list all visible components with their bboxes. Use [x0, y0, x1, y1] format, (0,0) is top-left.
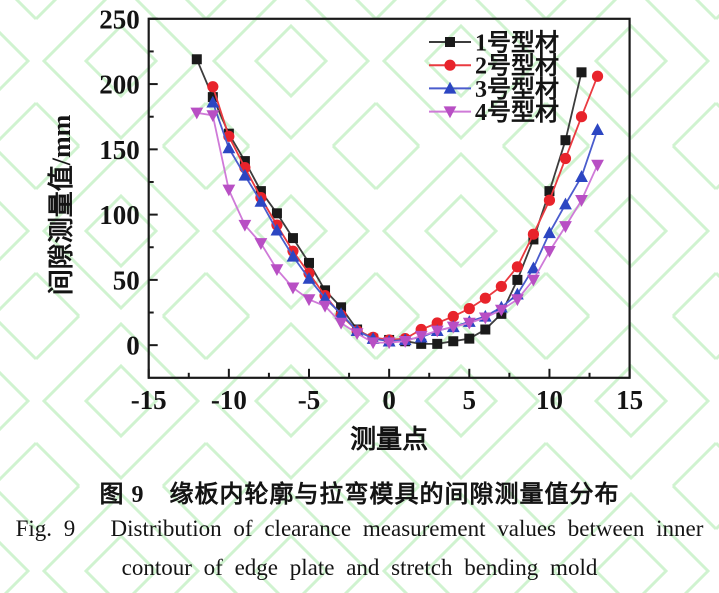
data-point-series-2	[479, 292, 491, 304]
x-tick-label: 5	[463, 385, 477, 415]
data-point-series-2	[511, 261, 523, 273]
figure-caption-english-line2: contour of edge plate and stretch bendin…	[121, 555, 598, 580]
x-axis-title: 测量点	[350, 424, 428, 454]
data-point-series-4	[318, 300, 332, 313]
legend-marker-1	[445, 37, 455, 47]
legend-label-1: 1号型材	[475, 30, 559, 57]
data-point-series-4	[222, 184, 236, 197]
data-point-series-4	[446, 321, 460, 334]
data-point-series-2	[591, 70, 604, 82]
data-point-series-3	[302, 271, 316, 284]
data-point-series-2	[575, 111, 588, 123]
data-point-series-3	[575, 170, 588, 182]
legend-marker-2	[444, 59, 456, 71]
data-point-series-1	[560, 135, 571, 146]
data-point-series-4	[286, 282, 300, 295]
data-point-series-3	[222, 141, 236, 154]
data-point-series-1	[432, 338, 443, 349]
legend-label-3: 3号型材	[475, 76, 559, 103]
data-point-series-2	[447, 310, 459, 323]
data-point-series-4	[254, 238, 268, 250]
y-axis-title: 间隙测量值/mm	[47, 114, 76, 295]
x-tick-label: -10	[211, 385, 247, 415]
data-point-series-4	[414, 330, 428, 343]
data-point-series-4	[302, 294, 316, 307]
y-tick-label: 0	[126, 331, 140, 361]
figure-caption-english-line1: Fig. 9 Distribution of clearance measure…	[15, 516, 704, 541]
y-tick-label: 100	[99, 200, 140, 230]
data-point-series-4	[190, 107, 204, 120]
data-point-series-4	[206, 110, 220, 123]
data-point-series-1	[191, 54, 202, 65]
x-tick-label: -15	[131, 385, 167, 415]
y-tick-label: 200	[99, 70, 140, 100]
data-point-series-4	[575, 195, 588, 207]
data-point-series-1	[480, 324, 491, 335]
data-point-series-2	[463, 303, 475, 315]
legend-label-4: 4号型材	[475, 99, 559, 126]
legend-marker-4	[443, 106, 457, 119]
y-tick-label: 150	[99, 135, 140, 165]
data-point-series-3	[334, 307, 348, 320]
data-point-series-2	[527, 228, 540, 240]
data-point-series-3	[543, 226, 556, 239]
data-point-series-4	[334, 317, 348, 330]
clearance-chart: -15 -10 -5 0 5 10 15050100150200250间隙测量值/mm测量点…	[47, 4, 643, 454]
data-point-series-3	[527, 261, 540, 274]
data-point-series-2	[559, 152, 572, 165]
data-point-series-4	[398, 336, 412, 348]
data-point-series-3	[254, 194, 268, 207]
data-point-series-4	[270, 264, 284, 277]
x-tick-label: 10	[536, 385, 563, 415]
data-point-series-1	[416, 338, 427, 349]
data-point-series-4	[478, 312, 492, 325]
data-point-series-1	[239, 156, 250, 167]
data-point-series-1	[448, 336, 459, 347]
data-point-series-1	[464, 333, 475, 344]
data-point-series-4	[543, 245, 556, 258]
y-tick-label: 250	[99, 4, 140, 34]
data-point-series-3	[318, 291, 332, 304]
data-point-series-1	[287, 233, 298, 244]
x-tick-label: 15	[616, 385, 643, 415]
data-point-series-1	[255, 186, 266, 197]
data-point-series-1	[304, 257, 314, 268]
data-point-series-3	[270, 223, 284, 236]
legend-marker-3	[443, 81, 457, 94]
data-point-series-3	[238, 168, 252, 181]
data-point-series-3	[286, 249, 300, 262]
data-point-series-3	[559, 197, 572, 210]
figure-caption-chinese: 图 9 缘板内轮廓与拉弯模具的间隙测量值分布	[99, 482, 620, 508]
data-point-series-2	[543, 194, 556, 206]
data-point-series-4	[494, 304, 508, 317]
data-point-series-2	[495, 280, 507, 293]
data-point-series-4	[366, 337, 380, 350]
data-point-series-1	[544, 186, 555, 197]
data-point-series-4	[430, 325, 444, 338]
legend-label-2: 2号型材	[475, 53, 559, 80]
data-point-series-4	[559, 221, 572, 233]
data-point-series-4	[238, 219, 252, 232]
data-point-series-1	[512, 274, 523, 285]
data-point-series-4	[350, 328, 364, 341]
data-point-series-4	[591, 159, 604, 172]
x-tick-label: -5	[298, 385, 321, 415]
data-point-series-4	[510, 294, 524, 307]
data-point-series-3	[591, 123, 604, 135]
data-point-series-4	[462, 317, 476, 330]
data-point-series-4	[382, 337, 396, 350]
data-point-series-2	[207, 81, 219, 93]
series-line-4	[196, 111, 599, 344]
data-point-series-1	[576, 67, 587, 78]
data-point-series-3	[206, 95, 220, 108]
data-point-series-4	[527, 274, 540, 287]
y-tick-label: 50	[113, 265, 140, 295]
data-point-series-1	[271, 208, 282, 219]
x-tick-label: 0	[382, 385, 396, 415]
